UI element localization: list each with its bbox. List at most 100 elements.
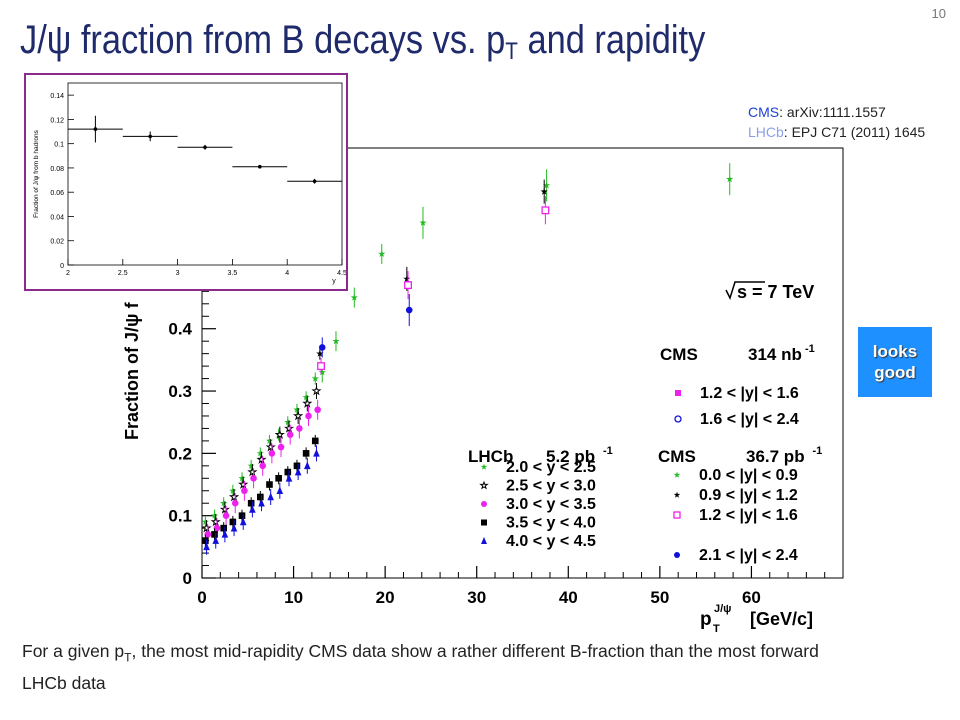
data-point [275, 474, 282, 482]
data-point [311, 437, 319, 445]
y-tick-label: 0.1 [168, 507, 192, 526]
data-point [296, 425, 303, 432]
data-point [311, 385, 322, 396]
data-point [265, 437, 274, 444]
data-point [241, 487, 248, 495]
data-point [405, 306, 413, 314]
bottom-caption: For a given pT, the most mid-rapidity CM… [22, 639, 862, 696]
data-point [210, 516, 221, 527]
x-tick-label: 30 [467, 588, 486, 607]
data-point [203, 542, 210, 551]
legend-experiment: LHCb [468, 447, 513, 466]
inset-y-tick-label: 0.02 [50, 239, 64, 246]
data-point [256, 449, 264, 457]
data-point [265, 441, 276, 452]
data-point [201, 518, 209, 525]
x-axis-label-sub: T [713, 623, 720, 635]
series-5 [318, 163, 734, 383]
data-point [211, 531, 218, 538]
inset-data-point [68, 115, 123, 143]
data-point [228, 491, 240, 502]
inset-x-tick-label: 2 [66, 270, 70, 277]
ref-cms: CMS: arXiv:1111.1557 [748, 102, 925, 122]
data-point [268, 450, 276, 457]
legend-entry-label: 0.0 < |y| < 0.9 [699, 467, 798, 484]
legend-group-0: CMS 314 nb -1 1.2 < |y| < 1.6 1.6 < |y| < 2.… [660, 343, 815, 428]
x-axis-label: p [700, 609, 712, 630]
data-point [311, 374, 319, 382]
legend-marker [481, 519, 487, 526]
slide-title: J/ψ fraction from B decays vs. pT and ra… [20, 18, 705, 66]
y-tick-label: 0 [183, 569, 192, 588]
data-point [210, 511, 219, 519]
data-point [314, 406, 321, 414]
legend-entry-label: 3.5 < y < 4.0 [506, 515, 596, 532]
data-point [285, 473, 293, 482]
data-point [239, 517, 247, 526]
caption-sub: T [124, 650, 132, 665]
ref-lhcb-label: LHCb [748, 124, 784, 140]
data-point [257, 493, 264, 501]
y-tick-label: 0.3 [168, 382, 192, 401]
inset-x-tick-label: 3.5 [228, 270, 238, 277]
data-point [231, 499, 239, 507]
legend-group-2: CMS 36.7 pb -1 0.0 < |y| < 0.9 0.9 < |y| < 1… [658, 445, 822, 564]
y-axis-label: Fraction of J/ψ f [122, 301, 142, 440]
data-point [220, 499, 228, 507]
ref-cms-label: CMS [748, 104, 780, 120]
data-point [247, 466, 258, 477]
data-point [403, 275, 411, 282]
data-point [318, 344, 326, 351]
series-8 [318, 294, 413, 358]
energy-label-group: s = 7 TeV [725, 281, 814, 302]
data-point [213, 524, 221, 532]
inset-y-tick-label: 0.04 [50, 214, 64, 221]
series-3 [202, 434, 319, 547]
legend-entry-label: 0.9 < |y| < 1.2 [699, 487, 798, 504]
legend-lumi-exp: -1 [813, 445, 823, 457]
data-point [286, 431, 294, 438]
series-0 [201, 372, 319, 528]
inset-data-point [122, 131, 178, 142]
data-point [350, 293, 358, 301]
legend-marker [673, 511, 681, 519]
data-point [313, 449, 320, 457]
caption-pre: For a given p [22, 641, 125, 661]
data-point [258, 498, 265, 507]
data-point [543, 181, 551, 189]
legend-experiment: CMS [658, 447, 696, 466]
inset-chart: 2 2.5 3 3.5 4 4.5 0 0.02 0.04 0.06 0.08 0.1 0.12 0.14… [24, 73, 348, 291]
data-point [293, 405, 301, 413]
inset-y-tick-label: 0.06 [50, 190, 64, 197]
legend-marker [673, 471, 681, 478]
inset-frame [67, 82, 343, 266]
data-point [247, 462, 255, 469]
inset-y-tick-label: 0.08 [50, 166, 64, 173]
inset-marker [148, 134, 152, 139]
data-point [419, 219, 427, 226]
series-4 [203, 445, 320, 555]
inset-x-tick-label: 3 [176, 270, 180, 277]
legend-marker [673, 491, 681, 498]
legend-marker [674, 552, 680, 558]
legend-marker [479, 480, 489, 490]
data-point [229, 518, 237, 526]
looks-good-note: looks good [858, 327, 932, 397]
legend-group-1: LHCb 5.2 pb -12.0 < y < 2.52.5 < y < 3.03.… [468, 445, 613, 550]
data-point [332, 337, 340, 345]
data-point [317, 362, 325, 371]
data-point [266, 481, 273, 488]
x-tick-label: 20 [376, 588, 395, 607]
legend-entry-label: 1.6 < |y| < 2.4 [700, 411, 799, 428]
legend-entry-label: 2.0 < y < 2.5 [506, 459, 596, 476]
ref-lhcb: LHCb: EPJ C71 (2011) 1645 [748, 122, 925, 142]
legend-lumi: 36.7 pb [746, 447, 805, 466]
data-point [202, 537, 209, 544]
data-point [238, 479, 249, 489]
inset-data-point [177, 144, 233, 150]
plot-frame [201, 147, 844, 579]
inset-y-tick-label: 0.1 [54, 142, 64, 149]
series-6 [316, 179, 548, 360]
inset-y-tick-label: 0 [60, 263, 64, 270]
x-tick-label: 40 [559, 588, 578, 607]
